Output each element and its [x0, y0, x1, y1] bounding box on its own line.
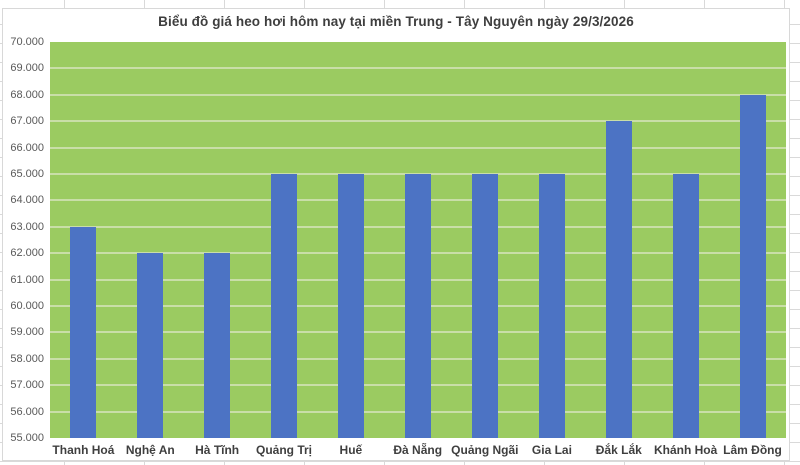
x-tick-label: Gia Lai [531, 443, 572, 457]
y-tick-label: 63.000 [10, 220, 44, 233]
y-axis: 70.000 69.000 68.000 67.000 66.000 65.000 64.0… [3, 36, 44, 444]
bar-slot-10 [719, 42, 786, 438]
bar-slot-8 [585, 42, 652, 438]
y-tick-label: 55.000 [10, 432, 44, 444]
x-tick-label: Lâm Đồng [723, 443, 782, 457]
bar-Hà Tĩnh [204, 253, 231, 438]
bar-Lâm Đồng [739, 94, 766, 438]
x-tick-label: Đắk Lắk [595, 443, 642, 457]
y-tick-label: 62.000 [10, 247, 44, 260]
bar-slot-4 [318, 42, 385, 438]
chart-frame: Biểu đồ giá heo hơi hôm nay tại miền Tru… [2, 8, 790, 461]
gridline [50, 67, 786, 70]
x-tick-label: Quảng Ngãi [451, 443, 519, 457]
y-tick-label: 57.000 [10, 379, 44, 392]
bar-slot-3 [251, 42, 318, 438]
chart-title: Biểu đồ giá heo hơi hôm nay tại miền Tru… [158, 14, 634, 29]
bar-Khánh Hoà [672, 174, 699, 438]
bar-Gia Lai [538, 174, 565, 438]
bar-slot-1 [117, 42, 184, 438]
gridline [50, 93, 786, 96]
bar-Nghệ An [137, 253, 164, 438]
y-tick-label: 68.000 [10, 88, 44, 101]
bar-slot-7 [518, 42, 585, 438]
gridline [50, 120, 786, 123]
y-tick-label: 70.000 [10, 36, 44, 48]
bar-Huế [338, 174, 365, 438]
y-tick-label: 65.000 [10, 167, 44, 180]
y-tick-label: 58.000 [10, 352, 44, 365]
x-tick-label: Hà Tĩnh [195, 443, 240, 457]
y-tick-label: 59.000 [10, 326, 44, 339]
bar-slot-5 [385, 42, 452, 438]
gridline [50, 146, 786, 149]
x-tick-label: Thanh Hoá [52, 443, 115, 457]
x-tick-label: Nghệ An [125, 443, 175, 457]
bar-Đắk Lắk [605, 121, 632, 438]
bar-Thanh Hoá [70, 226, 97, 438]
bar-slot-6 [451, 42, 518, 438]
y-tick-label: 60.000 [10, 299, 44, 312]
bars-layer [50, 42, 786, 438]
gridline [50, 172, 786, 175]
plot-area [50, 42, 786, 438]
x-tick-label: Khánh Hoà [653, 443, 718, 457]
bar-Đà Nẵng [404, 174, 431, 438]
bar-Quảng Trị [271, 174, 298, 438]
y-tick-label: 66.000 [10, 141, 44, 154]
y-tick-label: 56.000 [10, 405, 44, 418]
y-tick-label: 64.000 [10, 194, 44, 207]
y-tick-label: 69.000 [10, 62, 44, 75]
bar-slot-2 [184, 42, 251, 438]
x-axis: Thanh Hoá Nghệ An Hà Tĩnh Quảng Trị Huế Đà Nẵ… [50, 443, 786, 457]
y-tick-label: 61.000 [10, 273, 44, 286]
bar-Quảng Ngãi [471, 174, 498, 438]
y-tick-label: 67.000 [10, 115, 44, 128]
x-tick-label: Đà Nẵng [393, 443, 443, 457]
x-tick-label: Huế [339, 443, 363, 457]
bar-slot-9 [652, 42, 719, 438]
bar-slot-0 [50, 42, 117, 438]
x-tick-label: Quảng Trị [256, 443, 313, 457]
